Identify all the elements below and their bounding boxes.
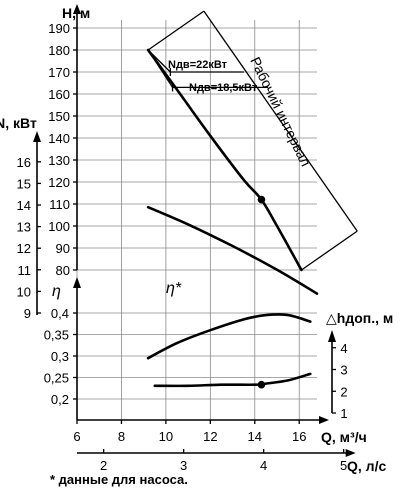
power-axis-arrow [33,131,41,142]
eta-star-annotation: η* [166,280,182,297]
q-m3h-tick-label: 6 [73,429,80,444]
q-ls-tick-label: 2 [100,458,107,473]
npsh-curve [153,372,312,388]
efficiency-tick-label: 0,3 [51,349,69,364]
npsh-tick-label: 2 [340,384,347,399]
head-tick-label: 110 [49,197,70,212]
power-tick-label: 14 [17,198,31,213]
head-tick-label: 120 [48,175,70,190]
q-m3h-axis-label: Q, м³/ч [321,429,367,445]
npsh-axis-label: △hдоп., м [326,310,393,326]
motor-power-leader-1 [147,49,174,88]
q-ls-axis-label: Q, л/с [347,458,386,474]
head-tick-label: 180 [48,43,70,58]
head-marker [257,195,266,204]
head-tick-label: 100 [48,219,70,234]
motor-power-18-label: Nдв=18,5кВт [189,82,258,94]
head-tick-label: 170 [48,65,70,80]
npsh-tick-label: 3 [340,363,347,378]
efficiency-axis-arrow [73,277,81,288]
head-tick-label: 90 [56,241,70,256]
q-m3h-tick-label: 16 [292,429,306,444]
power-tick-label: 11 [18,263,32,278]
npsh-axis-arrow [328,330,336,342]
efficiency-tick-label: 0,25 [44,371,69,386]
power-tick-label: 12 [17,241,31,256]
power-tick-label: 15 [17,176,31,191]
efficiency-axis-label: η [52,283,61,300]
q-m3h-tick-label: 8 [118,429,125,444]
q-ls-tick-label: 4 [260,458,267,473]
head-tick-label: 140 [48,131,70,146]
motor-power-22-label: Nдв=22кВт [168,59,228,71]
head-tick-label: 80 [56,263,70,278]
head-axis-arrow [73,4,81,14]
working-range-bracket [203,10,358,232]
power-curve [146,205,319,295]
head-axis-label: H, м [62,5,90,21]
efficiency-curve [146,313,312,360]
head-curve [146,48,303,272]
npsh-marker [257,380,266,389]
motor-power-leader-0 [147,49,171,73]
npsh-tick-label: 1 [340,406,347,421]
power-tick-label: 9 [24,306,31,321]
power-tick-label: 10 [17,284,31,299]
head-tick-label: 160 [48,87,70,102]
q-ls-tick-label: 3 [180,458,187,473]
power-tick-label: 16 [17,155,31,170]
efficiency-tick-label: 0,2 [51,392,69,407]
q-m3h-axis-arrow [319,416,329,424]
head-tick-label: 150 [48,109,70,124]
grid [76,20,317,420]
working-range-right-leg [301,230,358,271]
q-m3h-tick-label: 14 [248,429,262,444]
curves [146,10,358,389]
q-m3h-tick-label: 10 [159,429,173,444]
q-m3h-tick-label: 12 [203,429,217,444]
working-range-label: Рабочий интервал [247,54,314,169]
working-range-left-leg [147,10,205,51]
tick-labels: 8090100110120130140150160170180190910111… [17,21,348,473]
power-tick-label: 13 [17,220,31,235]
q-ls-axis-arrow [345,449,356,457]
q-ls-tick-label: 5 [340,458,347,473]
footnote: * данные для насоса. [50,472,188,487]
head-tick-label: 130 [48,153,70,168]
efficiency-tick-label: 0,35 [44,328,69,343]
npsh-tick-label: 4 [340,341,347,356]
head-tick-label: 190 [48,21,70,36]
power-axis-label: N, кВт [0,115,37,131]
efficiency-tick-label: 0,4 [51,306,69,321]
